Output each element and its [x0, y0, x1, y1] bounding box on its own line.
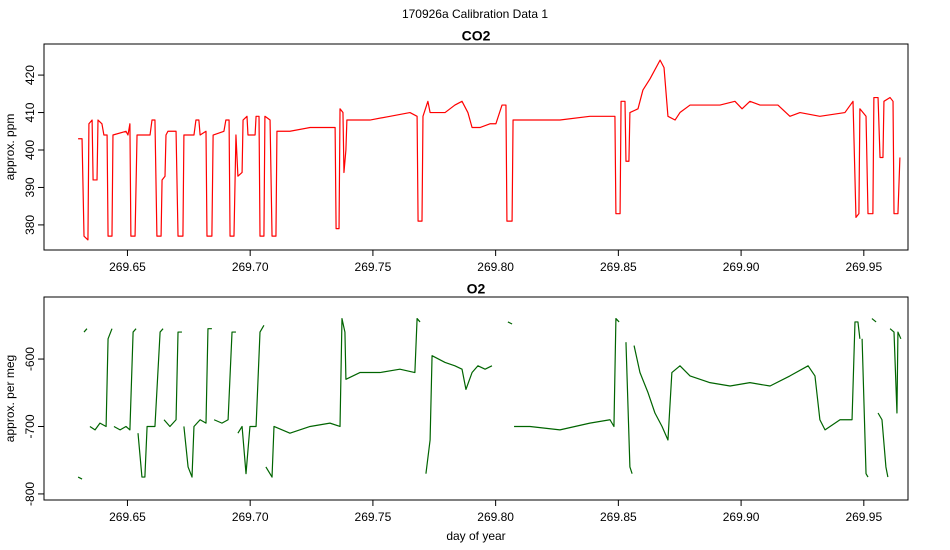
plot-frame: [43, 296, 909, 501]
x-tick-label: 269.70: [232, 510, 269, 524]
x-tick-label: 269.95: [845, 510, 882, 524]
y-tick-label: 410: [23, 102, 37, 122]
x-tick-label: 269.80: [477, 510, 514, 524]
x-tick-label: 269.90: [723, 510, 760, 524]
y-axis-label: approx. per meg: [3, 355, 17, 442]
y-tick-label: 420: [23, 65, 37, 85]
x-tick-label: 269.70: [232, 260, 269, 274]
y-tick-label: -700: [23, 414, 37, 438]
x-tick-label: 269.85: [600, 510, 637, 524]
x-tick-label: 269.90: [723, 260, 760, 274]
y-tick-label: 400: [23, 140, 37, 160]
y-axis-label: approx. ppm: [3, 114, 17, 181]
data-line: [78, 59, 901, 241]
page-title: 170926a Calibration Data 1: [402, 7, 548, 21]
panel-title: O2: [467, 281, 486, 297]
y-tick-label: -600: [23, 347, 37, 371]
x-tick-label: 269.85: [600, 260, 637, 274]
y-tick-label: -800: [23, 482, 37, 506]
x-tick-label: 269.95: [845, 260, 882, 274]
data-line: [77, 317, 902, 480]
x-tick-label: 269.75: [355, 260, 392, 274]
y-tick-label: 390: [23, 177, 37, 197]
plot-frame: [43, 43, 909, 251]
panel-title: CO2: [462, 28, 491, 44]
x-axis-label: day of year: [446, 529, 505, 543]
x-tick-label: 269.65: [109, 260, 146, 274]
x-tick-label: 269.80: [477, 260, 514, 274]
x-tick-label: 269.75: [355, 510, 392, 524]
y-tick-label: 380: [23, 215, 37, 235]
x-tick-label: 269.65: [109, 510, 146, 524]
